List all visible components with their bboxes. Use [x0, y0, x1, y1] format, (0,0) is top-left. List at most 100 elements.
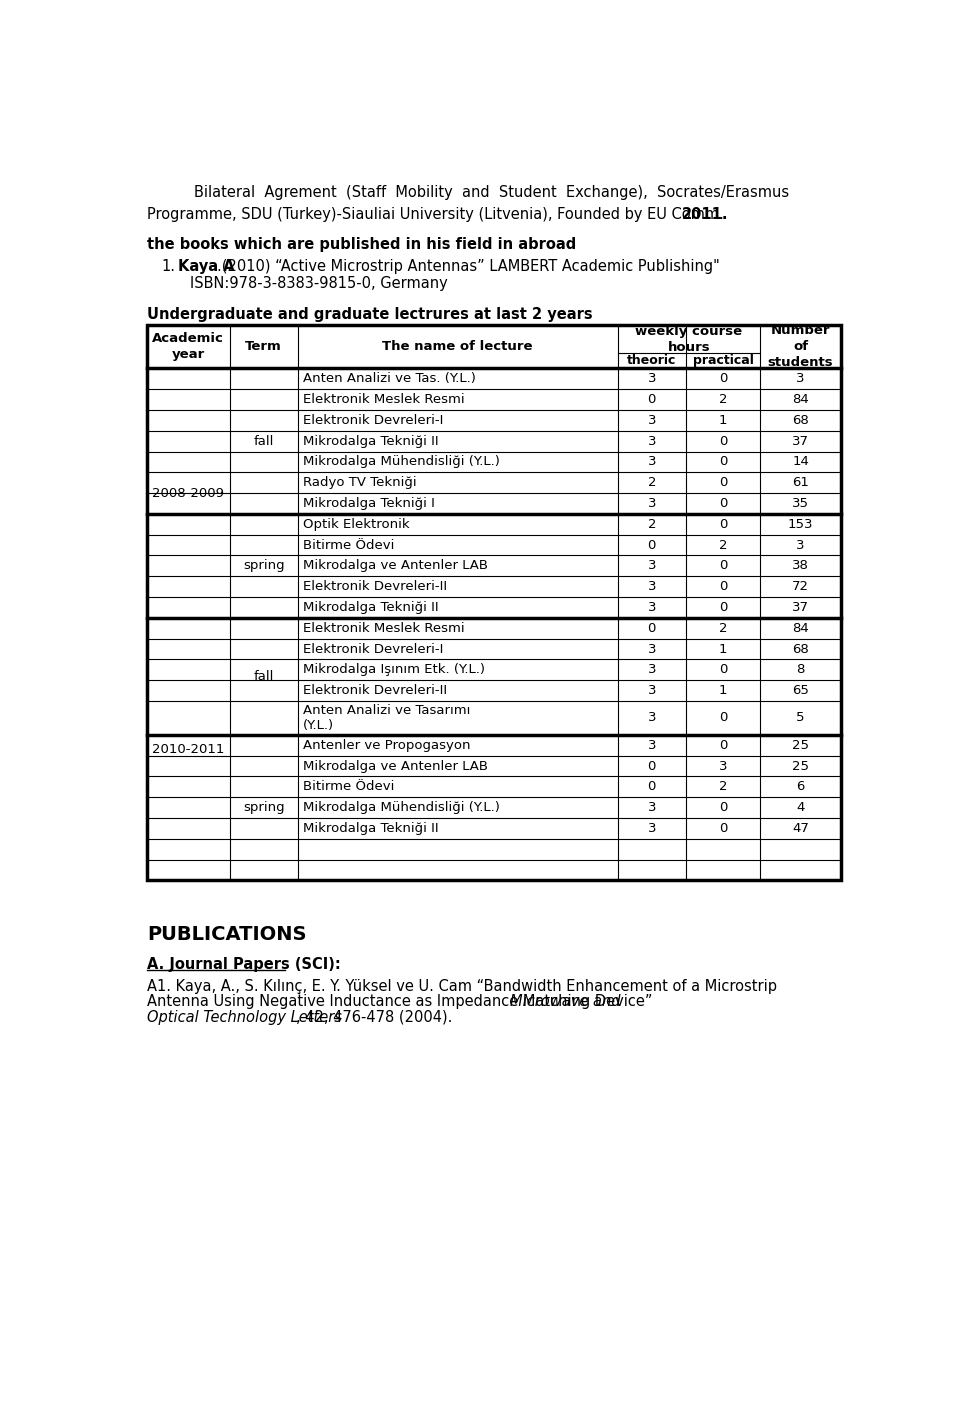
Text: 0: 0	[648, 539, 656, 551]
Text: Mikrodalga Tekniği II: Mikrodalga Tekniği II	[302, 601, 438, 614]
Text: 35: 35	[792, 496, 809, 510]
Text: 3: 3	[796, 372, 804, 385]
Text: PUBLICATIONS: PUBLICATIONS	[147, 925, 306, 945]
Text: 3: 3	[796, 539, 804, 551]
Text: 3: 3	[647, 414, 656, 427]
Text: Antenler ve Propogasyon: Antenler ve Propogasyon	[302, 738, 470, 752]
Text: Anten Analizi ve Tasarımı
(Y.L.): Anten Analizi ve Tasarımı (Y.L.)	[302, 704, 470, 732]
Text: 3: 3	[647, 601, 656, 614]
Text: theoric: theoric	[627, 354, 677, 368]
Text: Mikrodalga Tekniği II: Mikrodalga Tekniği II	[302, 822, 438, 834]
Text: 25: 25	[792, 738, 809, 752]
Text: 0: 0	[719, 738, 728, 752]
Text: 37: 37	[792, 601, 809, 614]
Text: 3: 3	[647, 580, 656, 592]
Text: Optik Elektronik: Optik Elektronik	[302, 518, 409, 530]
Text: 3: 3	[647, 455, 656, 468]
Text: Elektronik Meslek Resmi: Elektronik Meslek Resmi	[302, 393, 465, 406]
Text: spring: spring	[243, 802, 284, 814]
Text: 1.: 1.	[161, 259, 175, 274]
Text: 6: 6	[797, 781, 804, 793]
Text: Anten Analizi ve Tas. (Y.L.): Anten Analizi ve Tas. (Y.L.)	[302, 372, 475, 385]
Text: 0: 0	[719, 496, 728, 510]
Text: 8: 8	[797, 663, 804, 676]
Text: 3: 3	[647, 642, 656, 656]
Text: 1: 1	[719, 414, 728, 427]
Text: 2: 2	[719, 393, 728, 406]
Text: the books which are published in his field in abroad: the books which are published in his fie…	[147, 238, 576, 253]
Text: Mikrodalga Işınım Etk. (Y.L.): Mikrodalga Işınım Etk. (Y.L.)	[302, 663, 485, 676]
Text: 2: 2	[719, 781, 728, 793]
Text: Academic
year: Academic year	[153, 332, 225, 362]
Text: 2008-2009: 2008-2009	[153, 486, 225, 499]
Text: Optical Technology Letters: Optical Technology Letters	[147, 1010, 342, 1025]
Text: Term: Term	[246, 341, 282, 354]
Text: 2011.: 2011.	[682, 206, 729, 222]
Text: 68: 68	[792, 414, 809, 427]
Text: Bilateral  Agrement  (Staff  Mobility  and  Student  Exchange),  Socrates/Erasmu: Bilateral Agrement (Staff Mobility and S…	[195, 185, 789, 199]
Text: 0: 0	[648, 759, 656, 772]
Text: A. Journal Papers (SCI):: A. Journal Papers (SCI):	[147, 957, 341, 973]
Text: fall: fall	[253, 434, 274, 448]
Text: Mikrodalga Tekniği I: Mikrodalga Tekniği I	[302, 496, 435, 510]
Text: Undergraduate and graduate lectrures at last 2 years: Undergraduate and graduate lectrures at …	[147, 307, 592, 322]
Text: Mikrodalga ve Antenler LAB: Mikrodalga ve Antenler LAB	[302, 560, 488, 573]
Text: 3: 3	[647, 822, 656, 834]
Text: Elektronik Devreleri-I: Elektronik Devreleri-I	[302, 642, 443, 656]
Text: 3: 3	[719, 759, 728, 772]
Text: Elektronik Devreleri-I: Elektronik Devreleri-I	[302, 414, 443, 427]
Text: 37: 37	[792, 434, 809, 448]
Text: 0: 0	[648, 781, 656, 793]
Text: 0: 0	[719, 560, 728, 573]
Text: 0: 0	[719, 822, 728, 834]
Text: ISBN:978-3-8383-9815-0, Germany: ISBN:978-3-8383-9815-0, Germany	[190, 276, 447, 291]
Bar	[147, 325, 841, 881]
Text: 68: 68	[792, 642, 809, 656]
Text: 0: 0	[719, 711, 728, 724]
Text: Bitirme Ödevi: Bitirme Ödevi	[302, 539, 394, 551]
Text: 0: 0	[719, 663, 728, 676]
Text: 3: 3	[647, 684, 656, 697]
Text: 84: 84	[792, 393, 809, 406]
Text: 1: 1	[719, 684, 728, 697]
Text: 0: 0	[719, 372, 728, 385]
Text: A1. Kaya, A., S. Kılınç, E. Y. Yüksel ve U. Cam “Bandwidth Enhancement of a Micr: A1. Kaya, A., S. Kılınç, E. Y. Yüksel ve…	[147, 978, 778, 994]
Text: .(2010) “Active Microstrip Antennas” LAMBERT Academic Publishing": .(2010) “Active Microstrip Antennas” LAM…	[217, 259, 720, 274]
Text: 3: 3	[647, 434, 656, 448]
Text: Mikrodalga ve Antenler LAB: Mikrodalga ve Antenler LAB	[302, 759, 488, 772]
Text: Bitirme Ödevi: Bitirme Ödevi	[302, 781, 394, 793]
Text: 2: 2	[719, 539, 728, 551]
Text: Number
of
students: Number of students	[768, 324, 833, 369]
Text: 0: 0	[719, 802, 728, 814]
Text: Mikrodalga Mühendisliği (Y.L.): Mikrodalga Mühendisliği (Y.L.)	[302, 802, 499, 814]
Text: 84: 84	[792, 622, 809, 635]
Text: 3: 3	[647, 496, 656, 510]
Text: 3: 3	[647, 738, 656, 752]
Text: 61: 61	[792, 477, 809, 489]
Text: 65: 65	[792, 684, 809, 697]
Text: fall: fall	[253, 670, 274, 683]
Text: 3: 3	[647, 802, 656, 814]
Text: 2: 2	[719, 622, 728, 635]
Text: 3: 3	[647, 663, 656, 676]
Text: 2: 2	[647, 518, 656, 530]
Text: 5: 5	[796, 711, 804, 724]
Text: Microwave and: Microwave and	[510, 994, 620, 1010]
Text: 47: 47	[792, 822, 809, 834]
Text: The name of lecture: The name of lecture	[382, 341, 533, 354]
Text: 3: 3	[647, 711, 656, 724]
Text: 25: 25	[792, 759, 809, 772]
Text: 4: 4	[797, 802, 804, 814]
Text: Mikrodalga Mühendisliği (Y.L.): Mikrodalga Mühendisliği (Y.L.)	[302, 455, 499, 468]
Text: Radyo TV Tekniği: Radyo TV Tekniği	[302, 477, 417, 489]
Text: 3: 3	[647, 560, 656, 573]
Text: Kaya A: Kaya A	[179, 259, 235, 274]
Text: 0: 0	[719, 434, 728, 448]
Text: 2: 2	[647, 477, 656, 489]
Text: Elektronik Meslek Resmi: Elektronik Meslek Resmi	[302, 622, 465, 635]
Text: 0: 0	[719, 580, 728, 592]
Text: Mikrodalga Tekniği II: Mikrodalga Tekniği II	[302, 434, 438, 448]
Text: Programme, SDU (Turkey)-Siauliai University (Litvenia), Founded by EU Comm.: Programme, SDU (Turkey)-Siauliai Univers…	[147, 206, 738, 222]
Text: 2010-2011: 2010-2011	[152, 742, 225, 755]
Text: Antenna Using Negative Inductance as Impedance Matching Device”: Antenna Using Negative Inductance as Imp…	[147, 994, 661, 1010]
